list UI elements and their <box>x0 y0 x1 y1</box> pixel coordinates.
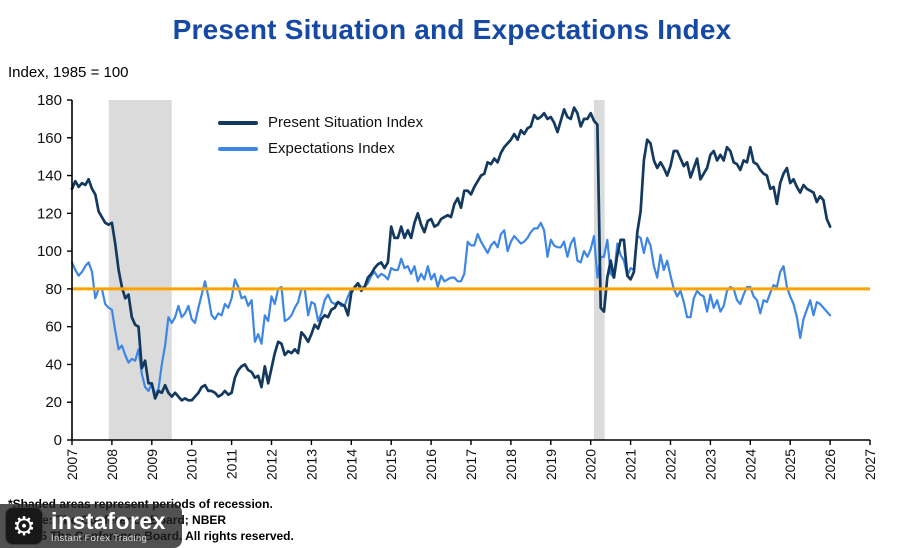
svg-text:2020: 2020 <box>583 449 599 480</box>
watermark-text: instaforex Instant Forex Trading <box>51 509 166 544</box>
svg-text:140: 140 <box>37 168 62 185</box>
svg-text:2022: 2022 <box>663 449 679 480</box>
svg-text:2011: 2011 <box>224 449 240 479</box>
svg-text:2026: 2026 <box>822 449 838 480</box>
svg-text:80: 80 <box>45 281 62 298</box>
svg-text:2009: 2009 <box>144 449 160 480</box>
svg-text:2016: 2016 <box>423 449 439 480</box>
svg-text:160: 160 <box>37 130 62 147</box>
legend-label-expectations: Expectations Index <box>268 140 395 157</box>
legend-label-present-situation: Present Situation Index <box>268 114 424 131</box>
svg-text:2019: 2019 <box>543 449 559 480</box>
expectations-line-swatch <box>218 146 258 151</box>
instaforex-watermark: ⚙ instaforex Instant Forex Trading <box>0 504 182 548</box>
svg-text:2013: 2013 <box>303 449 319 480</box>
svg-text:2024: 2024 <box>742 449 758 480</box>
svg-text:2027: 2027 <box>862 449 878 480</box>
legend-item-expectations: Expectations Index <box>218 140 423 157</box>
svg-text:2021: 2021 <box>623 449 639 480</box>
svg-text:2017: 2017 <box>463 449 479 480</box>
svg-text:2015: 2015 <box>383 449 399 480</box>
svg-text:0: 0 <box>54 432 62 449</box>
svg-text:100: 100 <box>37 243 62 260</box>
svg-text:2023: 2023 <box>702 449 718 480</box>
svg-text:2012: 2012 <box>264 449 280 480</box>
gear-icon: ⚙ <box>12 511 36 541</box>
svg-text:2018: 2018 <box>503 449 519 480</box>
watermark-brand: instaforex <box>51 507 166 534</box>
legend-item-present-situation: Present Situation Index <box>218 114 423 131</box>
svg-text:40: 40 <box>45 356 62 373</box>
chart-title: Present Situation and Expectations Index <box>172 14 732 45</box>
svg-text:2010: 2010 <box>184 449 200 480</box>
svg-text:180: 180 <box>37 92 62 109</box>
legend: Present Situation Index Expectations Ind… <box>218 114 423 157</box>
svg-text:120: 120 <box>37 205 62 222</box>
svg-text:60: 60 <box>45 319 62 336</box>
instaforex-logo-box: ⚙ <box>5 507 43 545</box>
axis-units-label: Index, 1985 = 100 <box>8 64 129 81</box>
svg-text:2014: 2014 <box>343 449 359 480</box>
svg-text:2008: 2008 <box>104 449 120 480</box>
svg-text:2025: 2025 <box>782 449 798 480</box>
watermark-tagline: Instant Forex Trading <box>51 532 148 544</box>
svg-text:2007: 2007 <box>64 449 80 480</box>
svg-text:20: 20 <box>45 394 62 411</box>
present-situation-line-swatch <box>218 120 258 125</box>
